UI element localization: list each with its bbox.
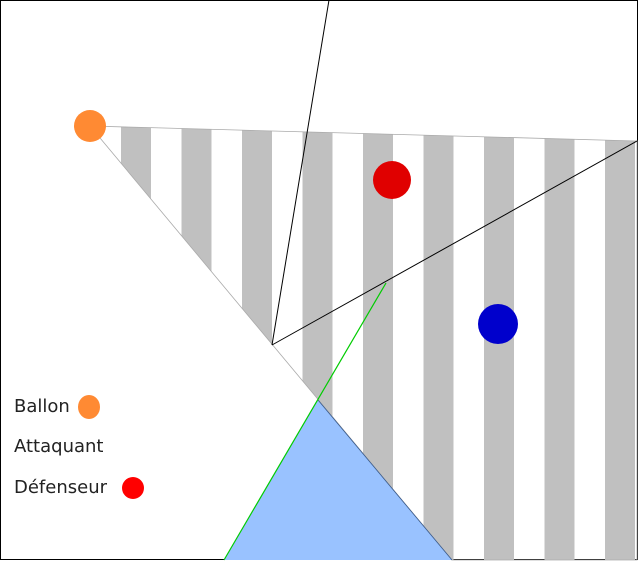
passing-line — [223, 282, 387, 561]
defender[interactable] — [373, 161, 411, 199]
legend-label-defenseur: Défenseur — [14, 477, 108, 498]
legend-label-attaquant: Attaquant — [14, 436, 104, 457]
legend-ball-marker — [78, 395, 100, 419]
angle-line-up — [271, 0, 330, 346]
ball[interactable] — [74, 110, 106, 142]
shadow-stripe — [605, 126, 635, 560]
shadow-stripe — [423, 126, 454, 560]
legend-defender-marker — [122, 477, 144, 499]
coverage-zone — [224, 400, 452, 560]
legend-label-ballon: Ballon — [14, 396, 70, 417]
shadow-stripe — [544, 126, 575, 560]
coverage-zone-edge — [317, 399, 453, 561]
angle-line-right — [271, 140, 638, 346]
attacker[interactable] — [478, 304, 518, 344]
